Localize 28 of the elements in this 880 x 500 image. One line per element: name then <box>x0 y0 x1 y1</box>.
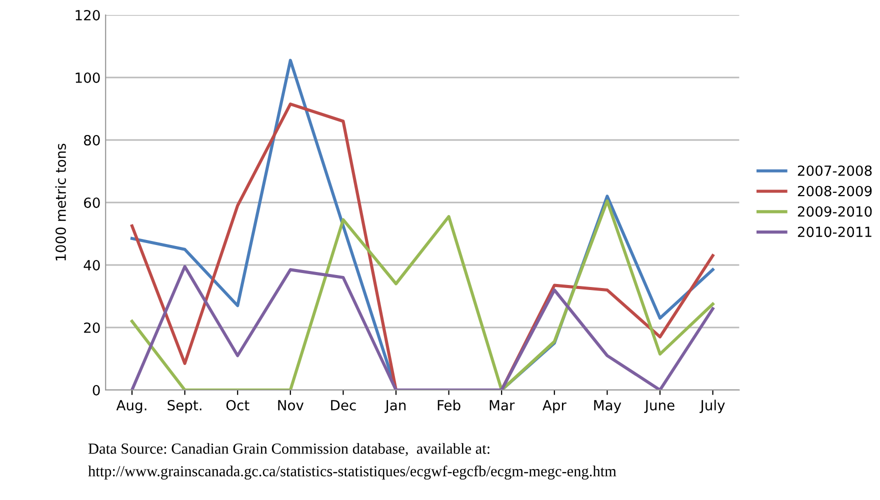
x-tick-label: Dec <box>331 400 356 410</box>
y-axis-title: 1000 metric tons <box>55 144 66 260</box>
legend-label: 2009-2010 <box>798 206 872 217</box>
source-note: Data Source: Canadian Grain Commission database, available at: <box>88 443 490 456</box>
x-tick-label: Aug. <box>116 400 146 414</box>
y-tick-label: 80 <box>84 134 100 146</box>
y-tick-label: 60 <box>84 197 100 208</box>
y-tick-label: 120 <box>76 10 100 20</box>
line-series <box>130 265 714 390</box>
x-tick-label: Jan <box>384 400 406 414</box>
x-tick-label: Mar <box>490 400 515 410</box>
x-tick-label: June <box>644 400 674 414</box>
x-tick-label: Nov <box>278 400 304 410</box>
legend-label: 2008-2009 <box>798 186 872 196</box>
legend-label: 2010-2011 <box>798 226 872 238</box>
x-tick-label: Apr <box>542 400 566 414</box>
y-tick-label: 100 <box>76 72 100 83</box>
x-tick-label: Sept. <box>168 400 202 414</box>
legend-label: 2007-2008 <box>798 165 872 176</box>
y-tick-label: 40 <box>84 260 100 270</box>
y-tick-label: 20 <box>84 322 100 333</box>
line-series <box>130 199 714 390</box>
x-tick-label: Feb <box>438 400 460 410</box>
text: http://www.grainscanada.gc.ca/statistics-statistiques/ecgwf-egcfb/ecgm-megc-eng.htm <box>88 465 616 480</box>
x-tick-label: Oct <box>226 400 250 410</box>
x-tick-label: July <box>700 400 725 414</box>
y-tick-label: 0 <box>92 384 100 396</box>
x-tick-label: May <box>594 400 622 414</box>
